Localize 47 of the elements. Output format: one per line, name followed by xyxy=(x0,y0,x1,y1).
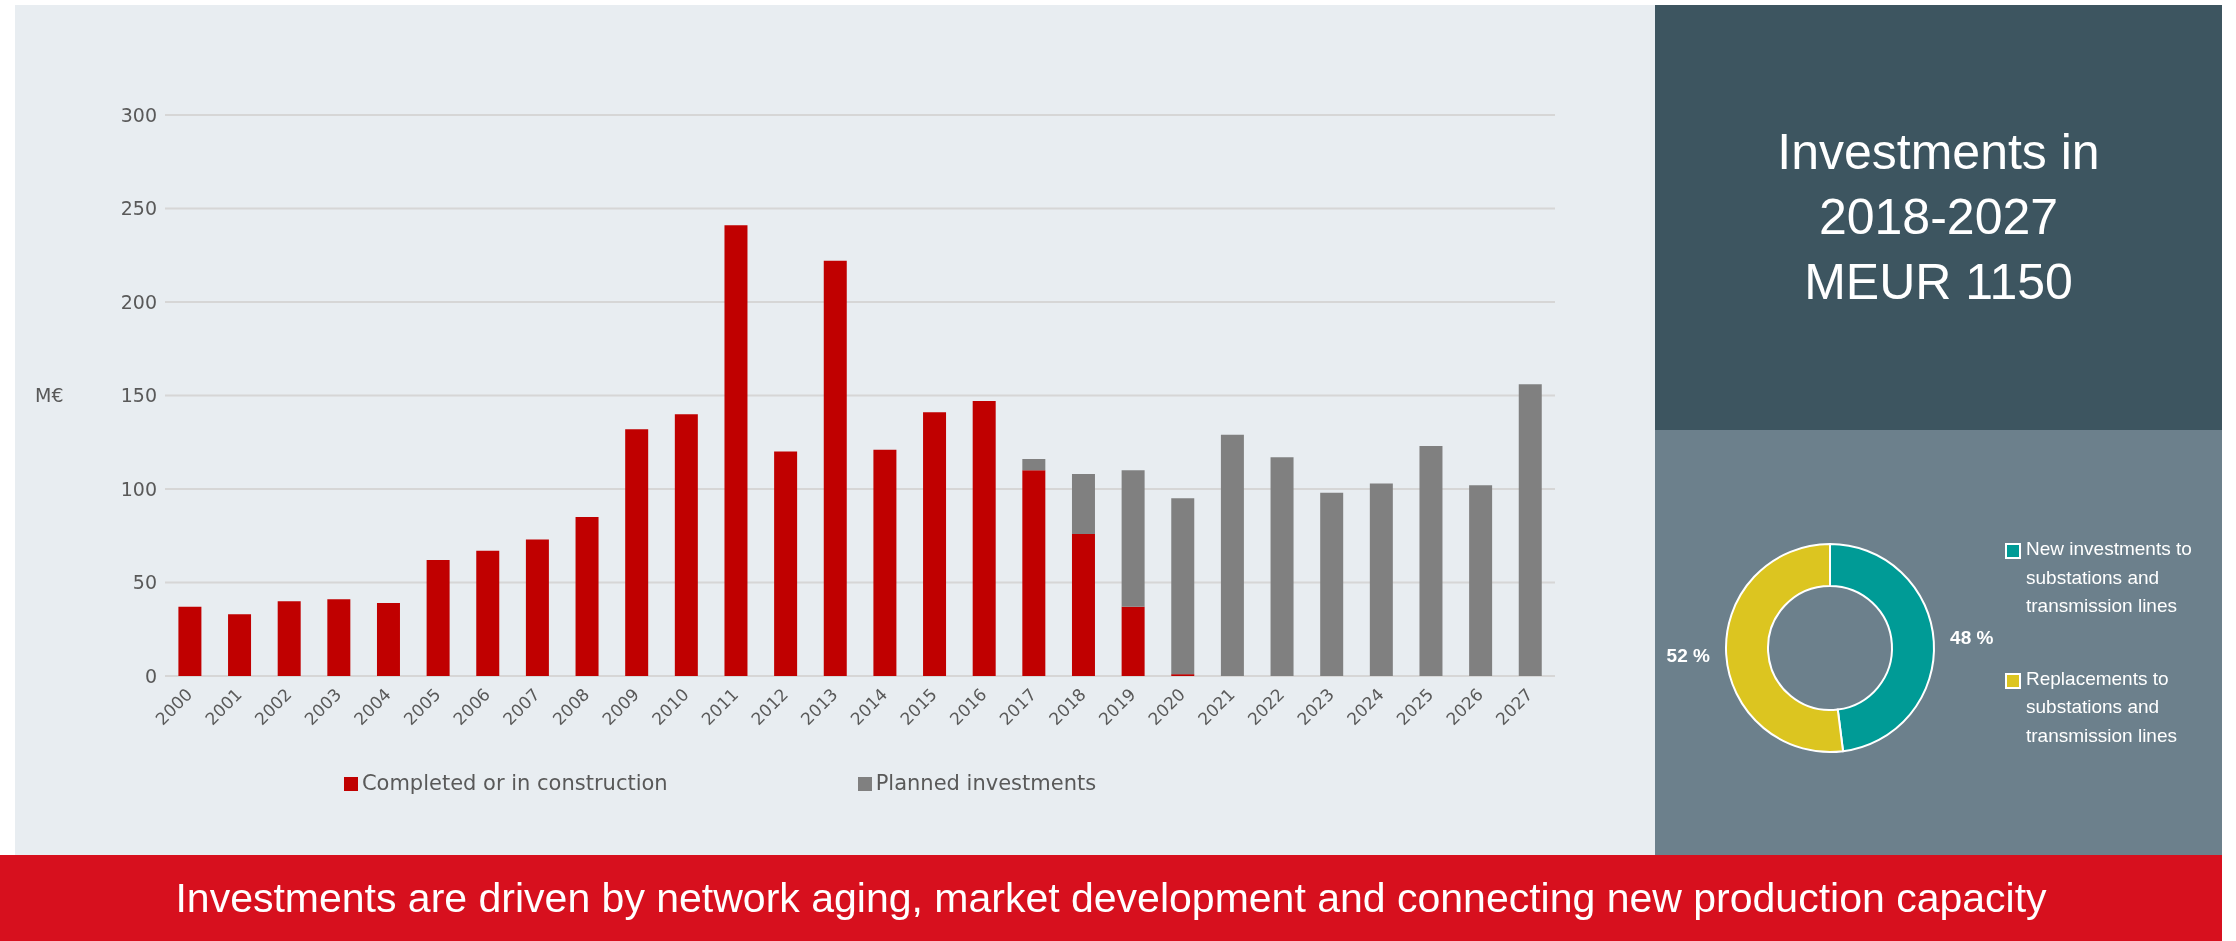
text: Investments in 2018-2027 MEUR 1150 xyxy=(1777,123,2100,312)
bar xyxy=(426,560,450,676)
bar xyxy=(873,449,897,676)
y-tick-label: 50 xyxy=(132,571,157,594)
bar xyxy=(724,225,748,676)
bar xyxy=(674,414,698,676)
legend-label: Replacements to substations and transmission lines xyxy=(2026,666,2178,748)
bar xyxy=(1369,483,1393,676)
bar xyxy=(178,606,202,676)
bar xyxy=(1121,606,1145,676)
bar xyxy=(277,601,301,676)
y-tick-label: 100 xyxy=(120,477,157,500)
bar xyxy=(972,401,996,676)
bar xyxy=(1071,533,1095,676)
bar xyxy=(376,603,400,676)
bar xyxy=(525,539,549,676)
bar xyxy=(1071,474,1095,534)
data-label: 52 % xyxy=(1666,644,1711,666)
y-tick-label: 200 xyxy=(120,290,157,313)
bar xyxy=(327,599,351,676)
bar xyxy=(1171,498,1195,675)
bar xyxy=(1121,470,1145,607)
bar xyxy=(228,614,252,676)
y-axis-title: M€ xyxy=(35,384,64,407)
y-tick-label: 300 xyxy=(120,103,157,126)
y-tick-label: 250 xyxy=(120,197,157,220)
bar xyxy=(1270,457,1294,676)
bar xyxy=(1518,384,1542,676)
bar xyxy=(1220,434,1244,676)
legend-label: Planned investments xyxy=(875,771,1097,795)
bar xyxy=(1419,445,1443,676)
y-tick-label: 0 xyxy=(144,664,157,687)
bar xyxy=(823,260,847,676)
legend-label: New investments to substations and transmission lines xyxy=(2026,537,2193,618)
text: Investments are driven by network aging, market development and connecting new production capacity xyxy=(0,855,2222,941)
bar xyxy=(1022,459,1046,471)
y-tick-label: 150 xyxy=(120,384,157,407)
bar xyxy=(575,517,599,676)
bar xyxy=(1469,485,1493,676)
bar xyxy=(1022,470,1046,676)
bar xyxy=(774,451,798,676)
data-label: 48 % xyxy=(1950,627,1994,649)
legend-label: Completed or in construction xyxy=(361,771,668,795)
bar xyxy=(625,429,649,676)
bar xyxy=(476,550,500,676)
bar xyxy=(1320,492,1344,676)
bar xyxy=(923,412,947,676)
